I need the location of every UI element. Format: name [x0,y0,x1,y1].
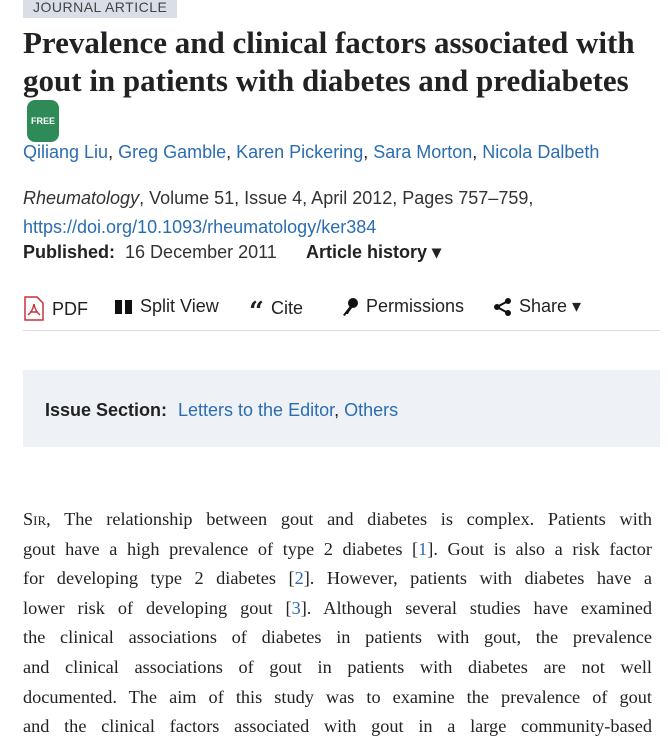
citation: Rheumatology, Volume 51, Issue 4, April … [23,184,533,242]
split-view-icon [115,299,132,314]
quote-icon: “ [249,297,264,327]
article-title-text: Prevalence and clinical factors associat… [23,25,635,98]
share-button[interactable]: Share ▾ [494,296,581,317]
author-link[interactable]: Sara Morton [373,142,473,162]
reference-link[interactable]: 1 [418,538,428,559]
pdf-icon [24,296,44,321]
reference-link[interactable]: 3 [291,597,301,618]
body-text: , The relationship between gout and diab… [46,509,652,529]
free-badge: FREE [27,100,60,142]
pdf-label: PDF [52,298,88,319]
body-text: ]. Although several studies have examine… [300,597,652,618]
body-text: ]. Gout is also a risk factor [427,538,652,559]
key-icon [343,297,358,316]
body-line: the clinical associations of diabetes in… [23,627,652,648]
body-line: lower risk of developing gout [3]. Altho… [23,594,652,624]
permissions-button[interactable]: Permissions [341,296,464,317]
issue-section-label: Issue Section: [45,400,168,420]
pdf-button[interactable]: PDF [23,296,88,322]
body-text: lower risk of developing gout [ [23,597,292,618]
body-text: ]. However, patients with diabetes have … [303,568,653,589]
published-value: 16 December 2011 [125,242,277,262]
article-toolbar: PDF Split View “ Cite Permissions Share … [23,296,660,331]
issue-section-link[interactable]: Others [344,400,399,420]
issue-section-values: Letters to the Editor, Others [178,400,399,420]
cite-button[interactable]: “ Cite [249,296,303,327]
body-text: for developing type 2 diabetes [ [23,568,295,589]
article-type-tag: JOURNAL ARTICLE [23,0,178,18]
doi-link[interactable]: https://doi.org/10.1093/rheumatology/ker… [23,217,377,237]
share-label: Share ▾ [519,296,582,316]
body-line: Sir, The relationship between gout and d… [23,505,652,535]
issue-section-link[interactable]: Letters to the Editor [178,400,335,420]
body-line: documented. The aim of this study was to… [23,686,652,707]
article-history-dropdown[interactable]: Article history ▾ [306,242,442,262]
reference-link[interactable]: 2 [294,568,304,589]
author-link[interactable]: Greg Gamble [118,142,227,162]
salutation: Sir [23,509,47,529]
author-list: Qiliang Liu, Greg Gamble, Karen Pickerin… [23,142,600,162]
body-line: gout have a high prevalence of type 2 di… [23,535,652,565]
share-icon [494,297,511,316]
citation-details: , Volume 51, Issue 4, April 2012, Pages … [139,188,534,208]
body-text: gout have a high prevalence of type 2 di… [23,538,419,559]
body-line: for developing type 2 diabetes [2]. Howe… [23,564,652,594]
cite-label: Cite [270,297,303,318]
article-title: Prevalence and clinical factors associat… [23,24,653,142]
author-link[interactable]: Qiliang Liu [23,142,109,162]
article-body: Sir, The relationship between gout and d… [23,505,652,742]
split-view-label: Split View [140,296,219,316]
published-date: Published: 16 December 2011 [23,242,277,263]
journal-name: Rheumatology [23,188,140,208]
issue-section-box: Issue Section: Letters to the Editor, Ot… [23,370,660,447]
author-link[interactable]: Karen Pickering [236,142,364,162]
split-view-button[interactable]: Split View [115,296,219,317]
body-line: and clinical associations of gout in pat… [23,656,652,677]
published-label: Published: [23,242,116,262]
author-link[interactable]: Nicola Dalbeth [482,142,600,162]
permissions-label: Permissions [366,296,465,316]
